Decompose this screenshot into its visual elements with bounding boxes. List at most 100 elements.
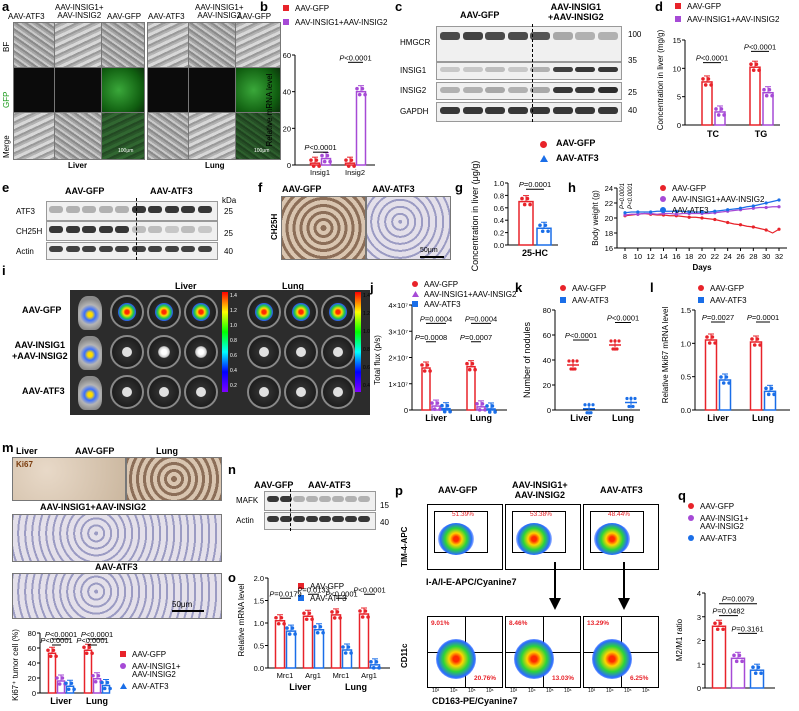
chart-q-ytick-label-4: 4 [697, 589, 701, 598]
ivis-colorbar-1-tick-6: 0.2 [230, 383, 237, 389]
ivis-tissue-2-4 [296, 387, 306, 397]
chart-h-point-1-24 [777, 205, 781, 209]
chart-d-xtick-1: TG [755, 129, 768, 139]
blot-n-band-0-1 [280, 496, 292, 502]
ivis-exp-1: x10⁵ [225, 286, 236, 292]
chart-b-ytick-label-2: 40 [283, 88, 291, 97]
blot-c-band-1-3 [507, 67, 528, 72]
chart-j-pval-1: P=0.0008 [415, 333, 447, 342]
chart-m-xtick-0: Liver [50, 696, 72, 706]
chart-o-dot-2-1-0 [341, 645, 345, 649]
chart-o-ytick-label-0: 0.0 [254, 664, 264, 673]
chart-l-dot-1-1-2 [769, 386, 774, 391]
ivis-dish-1-2 [184, 335, 218, 369]
chart-o-dot-0-0-3 [282, 621, 286, 626]
chart-h-ytick-label-2: 20 [605, 214, 613, 223]
chart-m-dot-0-2-1 [66, 687, 71, 692]
chart-m-dot-0-2-3 [72, 687, 76, 692]
chart-o-ytick-label-2: 1.0 [254, 619, 264, 628]
chart-m-xtick-1: Lung [86, 696, 108, 706]
blot-c-divider [532, 24, 533, 122]
ihc-m-marker: Ki67 [16, 460, 33, 469]
chart-j-dot-1-0-1 [467, 367, 472, 372]
chart-j-dot-1-0-0 [465, 361, 469, 366]
chart-m-dot-0-1-2 [60, 676, 65, 680]
chart-d-dot-1-0-3 [757, 68, 761, 72]
chart-o-dot-0-0-1 [276, 621, 281, 626]
flow-top-density-0 [438, 523, 474, 555]
blot-e-band-1-2 [82, 226, 96, 233]
chart-o-dot-0-0-0 [274, 615, 278, 620]
ivis-dish-0-2 [184, 295, 218, 329]
chart-j-dot-1-1-3 [483, 408, 487, 412]
chart-q-dot-2-3 [759, 671, 763, 675]
chart-k-dot-1-1-2 [629, 396, 633, 401]
blot-e-protein-atf3: ATF3 [16, 207, 35, 216]
chart-d-ytick-label-1: 5 [677, 93, 681, 102]
chart-g-dot-0-1 [522, 202, 527, 207]
chart-o-dot-1-0-0 [302, 611, 306, 616]
blot-c-band-3-5 [552, 107, 573, 114]
chart-l-ytick-label-2: 1.0 [681, 339, 691, 348]
flow-top-density-1 [516, 523, 552, 555]
legend-g-atf3: AAV-ATF3 [556, 153, 599, 163]
ivis-dish-2-1 [147, 375, 181, 409]
chart-o-legend-0: AAV-GFP [310, 582, 344, 591]
blot-n-band-0-3 [306, 496, 318, 502]
chart-l-bar-0-0 [704, 339, 718, 411]
chart-d-dot-1-0-1 [751, 68, 756, 72]
panel-label-p: p [395, 483, 403, 498]
ivis-dish-0-4 [284, 295, 318, 329]
chart-q-dot-2-1 [753, 671, 758, 675]
chart-g-dot-0-3 [528, 202, 532, 207]
chart-h-point-2-14 [713, 209, 717, 213]
ivis-dish-0-1 [147, 295, 181, 329]
chart-q-ytick-label-0: 0 [697, 684, 701, 693]
blot-n-band-1-1 [280, 516, 292, 522]
chart-m-dot-0-2-0 [64, 681, 68, 686]
flow-header-atf3: AAV-ATF3 [600, 485, 643, 495]
chart-d-dot-0-1-3 [722, 113, 726, 117]
chart-d-dot-0-0-0 [701, 77, 705, 81]
blot-e-band-1-3 [98, 226, 113, 233]
chart-d-dot-1-1-2 [767, 87, 772, 92]
blot-n-band-1-4 [319, 516, 331, 522]
micro-lung-gfp-3 [235, 67, 281, 113]
header-lung-gfp: AAV-GFP [237, 12, 272, 21]
blot-n-band-0-6 [345, 496, 357, 502]
chart-h-point-0-10 [687, 215, 691, 219]
chart-l-dot-0-0-1 [707, 341, 712, 345]
chart-q-legend-marker-1 [688, 515, 694, 521]
panel-label-m: m [2, 440, 14, 455]
flow-bot-2: 13.29% 6.25% 10³ 10⁴ 10⁵ 10⁶ [583, 616, 659, 694]
chart-l-dot-1-1-0 [764, 386, 768, 391]
chart-o-pval-2: P<0.0001 [325, 589, 357, 598]
flow-top-density-2 [594, 523, 630, 555]
chart-l-ytick-label-1: 0.5 [681, 373, 691, 382]
chart-d-ytick-label-2: 10 [673, 64, 681, 73]
chart-l-dot-1-1-3 [772, 392, 776, 397]
chart-o-bar-0-1 [285, 630, 297, 669]
chart-k-dot-0-0-1 [569, 367, 573, 371]
flow-bot-xtick-0-2: 10⁵ [468, 688, 476, 694]
chart-h-point-2-4 [649, 210, 653, 214]
chart-m-dot-0-1-0 [55, 676, 59, 680]
flow-bot-xtick-0-3: 10⁶ [486, 688, 494, 694]
blot-c-protein-insig1: INSIG1 [400, 66, 427, 75]
chart-o-dot-1-0-3 [310, 617, 314, 622]
chart-g-dot-1-2 [543, 223, 548, 228]
flow-top-xlabel: I-A/I-E-APC/Cyanine7 [426, 577, 517, 587]
chart-h-point-2-22 [764, 201, 768, 205]
chart-o-dot-3-0-1 [360, 615, 365, 619]
chart-o-dot-3-0-0 [358, 609, 362, 613]
chart-k-dot-1-1-0 [625, 396, 629, 401]
flow-bot-xtick-1-3: 10⁶ [564, 688, 572, 694]
chart-l-dot-1-0-2 [755, 337, 760, 341]
chart-o-dot-0-0-2 [279, 615, 284, 620]
blot-e-group1: AAV-GFP [65, 186, 105, 196]
header-lung-atf3: AAV-ATF3 [148, 12, 185, 21]
ihc-f-group1: AAV-GFP [282, 184, 322, 194]
chart-k-xtick-1: Lung [612, 413, 634, 423]
chart-l-dot-1-0-3 [758, 343, 762, 347]
ivis-signal-0-3 [255, 303, 273, 321]
